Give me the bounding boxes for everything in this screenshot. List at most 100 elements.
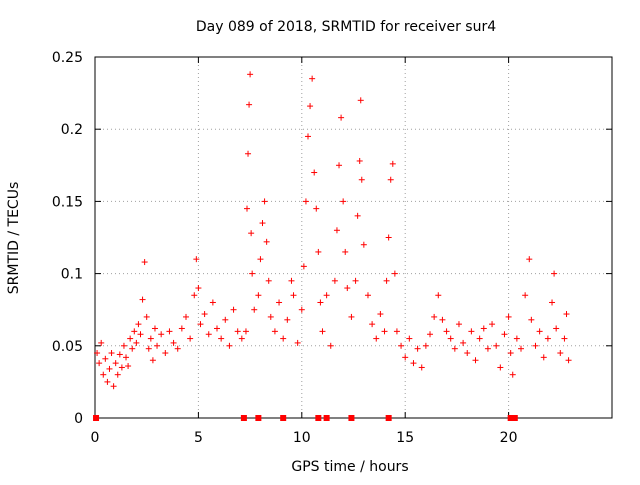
data-point — [536, 328, 543, 335]
data-point — [563, 311, 570, 318]
data-point — [259, 220, 266, 227]
grid — [95, 57, 612, 418]
data-point — [364, 292, 371, 299]
data-point — [377, 311, 384, 318]
chart-title: Day 089 of 2018, SRMTID for receiver sur… — [196, 19, 496, 35]
data-point — [406, 335, 413, 342]
data-point — [288, 277, 295, 284]
data-point — [290, 292, 297, 299]
data-point — [139, 296, 146, 303]
data-point — [178, 325, 185, 332]
data-point — [187, 335, 194, 342]
data-point — [507, 350, 514, 357]
zero-marker — [323, 415, 330, 421]
data-point — [357, 97, 364, 104]
data-point — [342, 248, 349, 255]
x-tick-label: 20 — [500, 430, 518, 446]
data-point — [391, 270, 398, 277]
data-point — [323, 292, 330, 299]
data-point — [338, 114, 345, 121]
data-point — [100, 371, 107, 378]
data-point — [398, 342, 405, 349]
data-point — [551, 270, 558, 277]
zero-marker — [348, 415, 355, 421]
data-point — [135, 321, 142, 328]
data-point — [116, 351, 123, 358]
data-point — [205, 331, 212, 338]
data-point — [263, 238, 270, 245]
data-point — [96, 360, 103, 367]
data-point — [418, 364, 425, 371]
zero-marker — [240, 415, 247, 421]
data-point — [193, 256, 200, 263]
data-point — [443, 328, 450, 335]
data-point — [284, 316, 291, 323]
data-point — [505, 313, 512, 320]
data-point — [336, 162, 343, 169]
y-tick-label: 0.05 — [52, 339, 83, 355]
data-point — [387, 176, 394, 183]
x-tick-label: 0 — [91, 430, 100, 446]
data-point — [484, 345, 491, 352]
data-point — [493, 342, 500, 349]
data-point — [319, 328, 326, 335]
data-point — [528, 316, 535, 323]
y-tick-label: 0.1 — [61, 267, 83, 283]
axis-ticks: 0 5 10 15 20 0 0.05 0.1 0.15 0.2 0.25 — [52, 50, 612, 446]
data-point — [553, 325, 560, 332]
data-point — [327, 342, 334, 349]
x-tick-label: 5 — [194, 430, 203, 446]
data-point — [305, 133, 312, 140]
data-point — [166, 328, 173, 335]
data-point — [218, 335, 225, 342]
data-point — [182, 313, 189, 320]
data-point — [561, 335, 568, 342]
data-point — [373, 335, 380, 342]
data-point — [348, 313, 355, 320]
data-point — [195, 285, 202, 292]
data-point — [129, 345, 136, 352]
data-point — [149, 357, 156, 364]
data-point — [509, 371, 516, 378]
data-point — [540, 354, 547, 361]
data-point — [245, 150, 252, 157]
data-point — [439, 316, 446, 323]
zero-marker — [511, 415, 518, 421]
data-point — [170, 339, 177, 346]
zero-marker — [507, 415, 514, 421]
data-point — [238, 335, 245, 342]
data-point — [108, 350, 115, 357]
data-point — [497, 364, 504, 371]
data-point — [162, 350, 169, 357]
data-point — [261, 198, 268, 205]
data-point — [247, 71, 254, 78]
data-point — [123, 354, 130, 361]
data-point — [267, 313, 274, 320]
data-point — [513, 335, 520, 342]
data-point — [311, 169, 318, 176]
x-tick-label: 10 — [293, 430, 311, 446]
data-point — [532, 342, 539, 349]
data-point — [414, 345, 421, 352]
data-point — [98, 339, 105, 346]
data-point — [309, 75, 316, 82]
data-point — [214, 325, 221, 332]
data-point — [302, 198, 309, 205]
data-point — [125, 363, 132, 370]
data-point — [389, 160, 396, 167]
data-point — [501, 331, 508, 338]
data-point — [315, 248, 322, 255]
data-point — [276, 299, 283, 306]
data-point — [360, 241, 367, 248]
data-point — [300, 263, 307, 270]
data-point — [557, 350, 564, 357]
y-tick-label: 0 — [74, 411, 83, 427]
data-point — [472, 357, 479, 364]
data-point — [313, 205, 320, 212]
data-point — [385, 234, 392, 241]
data-point — [255, 292, 262, 299]
data-point — [331, 277, 338, 284]
data-point — [526, 256, 533, 263]
